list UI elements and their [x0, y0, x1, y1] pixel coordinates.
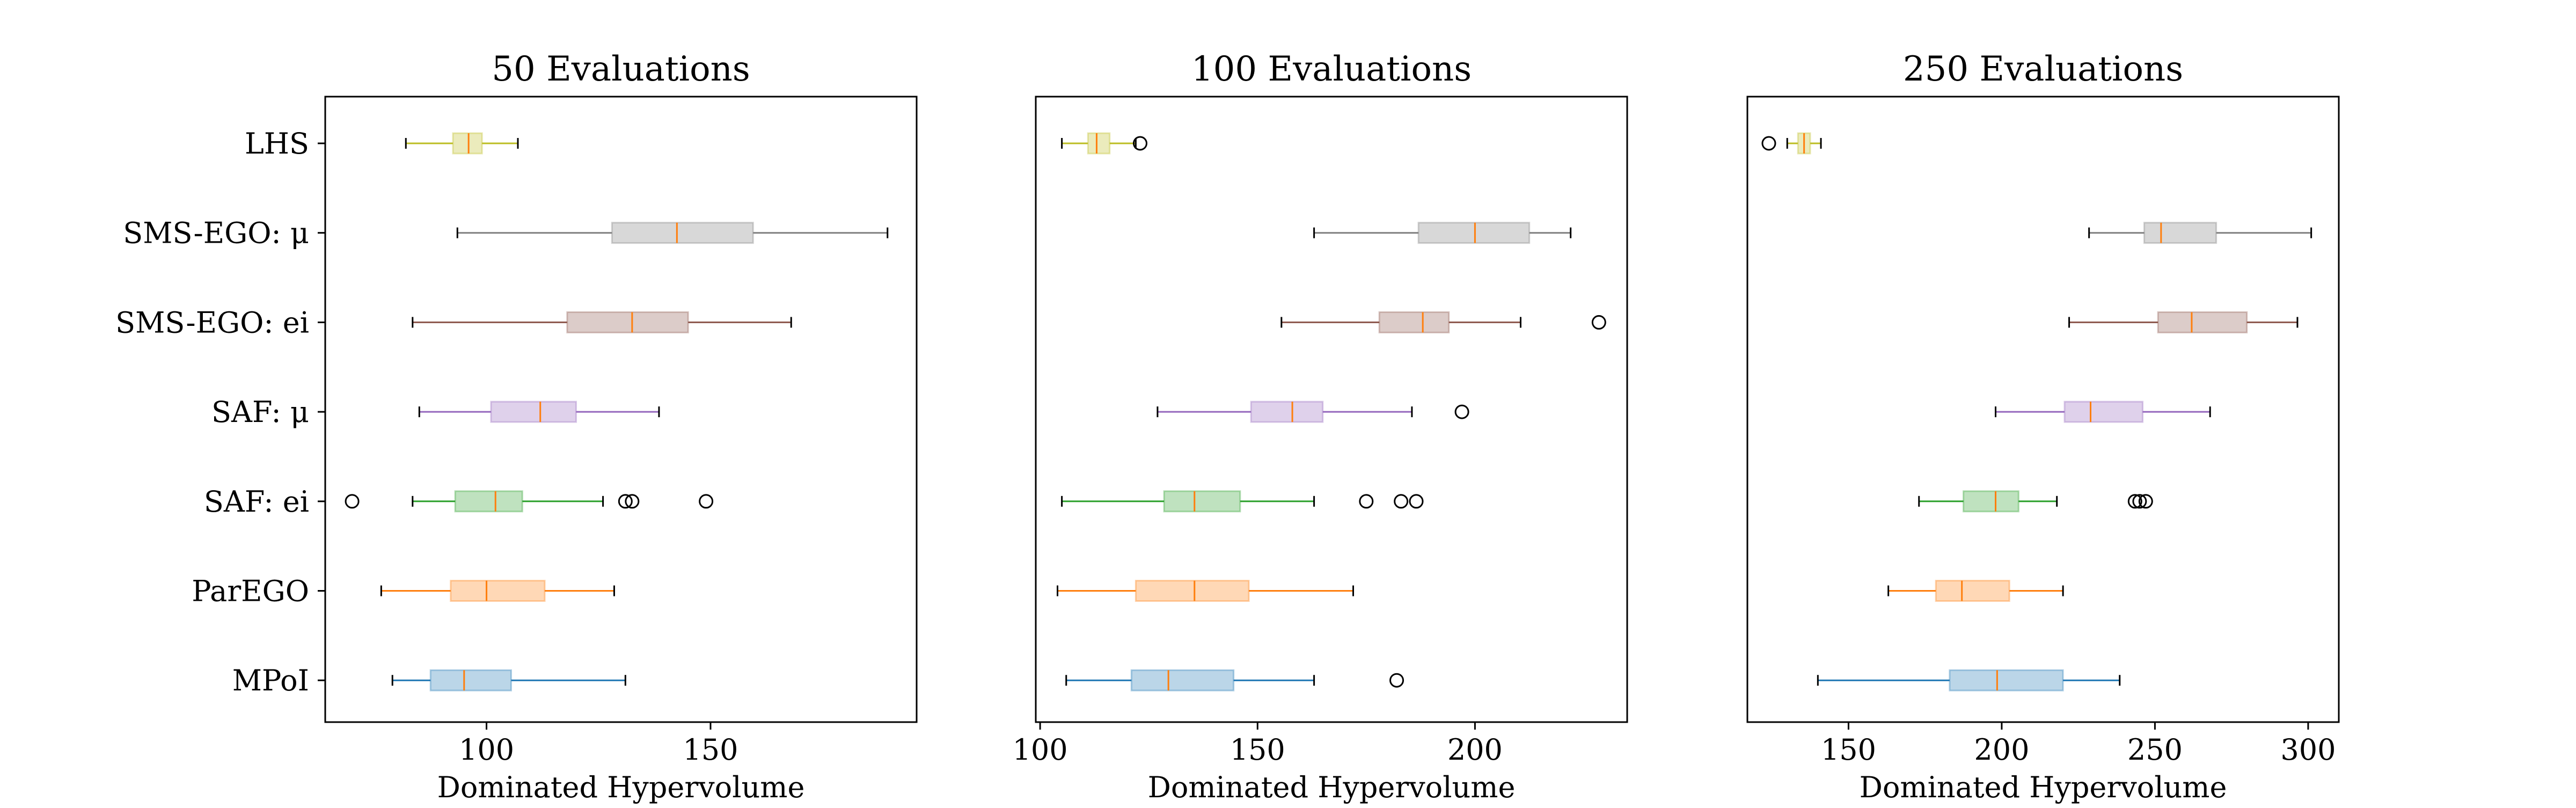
x-axis-label: Dominated Hypervolume [1148, 770, 1516, 804]
box-3 [1157, 401, 1469, 423]
iqr-box [1963, 490, 2019, 513]
panel-title: 250 Evaluations [1903, 49, 2183, 89]
y-tick-label: SMS-EGO: ei [115, 305, 309, 339]
y-tick-label: LHS [245, 127, 309, 161]
y-tick-label: ParEGO [192, 574, 309, 608]
axes-frame [1035, 96, 1628, 723]
y-tick-label: MPoI [232, 664, 309, 697]
y-tick-label: SAF: ei [204, 485, 309, 519]
axes-frame [324, 96, 918, 723]
outlier-point [1409, 494, 1424, 509]
iqr-box [454, 490, 523, 513]
iqr-box [1935, 580, 2010, 602]
iqr-box [1130, 669, 1235, 691]
x-axis-label: Dominated Hypervolume [1860, 770, 2227, 804]
x-tick-label: 150 [1230, 733, 1285, 767]
iqr-box [429, 669, 512, 691]
y-tick-label: SAF: μ [211, 395, 309, 429]
x-tick-label: 100 [459, 733, 514, 767]
box-3 [418, 401, 660, 423]
outlier-point [1132, 136, 1147, 151]
panel-title: 50 Evaluations [492, 49, 750, 89]
x-axis-label: Dominated Hypervolume [437, 770, 805, 804]
box-1 [456, 222, 889, 244]
x-tick-label: 200 [1974, 733, 2029, 767]
x-tick-label: 300 [2280, 733, 2336, 767]
box-4 [1918, 490, 2153, 513]
iqr-box [2143, 222, 2218, 244]
outlier-point [1761, 136, 1776, 151]
outlier-point [1454, 404, 1469, 419]
outlier-point [1591, 315, 1606, 330]
iqr-box [1087, 132, 1111, 155]
box-6 [1065, 669, 1404, 691]
y-tick-label: SMS-EGO: μ [123, 216, 309, 250]
iqr-box [611, 222, 754, 244]
iqr-box [450, 580, 546, 602]
box-2 [2068, 311, 2299, 333]
box-2 [1280, 311, 1606, 333]
box-5 [1057, 580, 1355, 602]
iqr-box [1378, 311, 1450, 333]
box-1 [2088, 222, 2312, 244]
outlier-point [2138, 494, 2153, 509]
box-0 [1761, 132, 1822, 155]
outlier-point [618, 494, 633, 509]
iqr-box [1163, 490, 1241, 513]
box-0 [405, 132, 519, 155]
outlier-point [2127, 494, 2142, 509]
outlier-point [1394, 494, 1409, 509]
iqr-box [1949, 669, 2064, 691]
panel-title: 100 Evaluations [1191, 49, 1472, 89]
iqr-box [490, 401, 577, 423]
box-4 [345, 490, 714, 513]
box-2 [412, 311, 792, 333]
panel-3: 250 Evaluations 150 200 250 300 Dominated Hyp… [1746, 49, 2340, 804]
box-3 [1994, 401, 2211, 423]
x-tick-label: 150 [683, 733, 738, 767]
box-4 [1061, 490, 1424, 513]
outlier-point [2132, 494, 2147, 509]
iqr-box [1417, 222, 1531, 244]
iqr-box [2157, 311, 2248, 333]
outlier-point [625, 494, 640, 509]
x-tick-label: 100 [1013, 733, 1068, 767]
box-1 [1313, 222, 1572, 244]
box-0 [1061, 132, 1147, 155]
iqr-box [2063, 401, 2144, 423]
axes-frame [1746, 96, 2340, 723]
x-tick-label: 150 [1821, 733, 1876, 767]
iqr-box [566, 311, 689, 333]
outlier-point [1359, 494, 1374, 509]
iqr-box [1250, 401, 1324, 423]
outlier-point [699, 494, 714, 509]
iqr-box [452, 132, 483, 155]
outlier-point [345, 494, 360, 509]
box-5 [380, 580, 615, 602]
x-tick-label: 200 [1447, 733, 1503, 767]
outlier-point [1389, 673, 1404, 688]
iqr-box [1135, 580, 1250, 602]
x-tick-label: 250 [2127, 733, 2183, 767]
box-6 [391, 669, 626, 691]
box-6 [1817, 669, 2121, 691]
box-5 [1887, 580, 2064, 602]
